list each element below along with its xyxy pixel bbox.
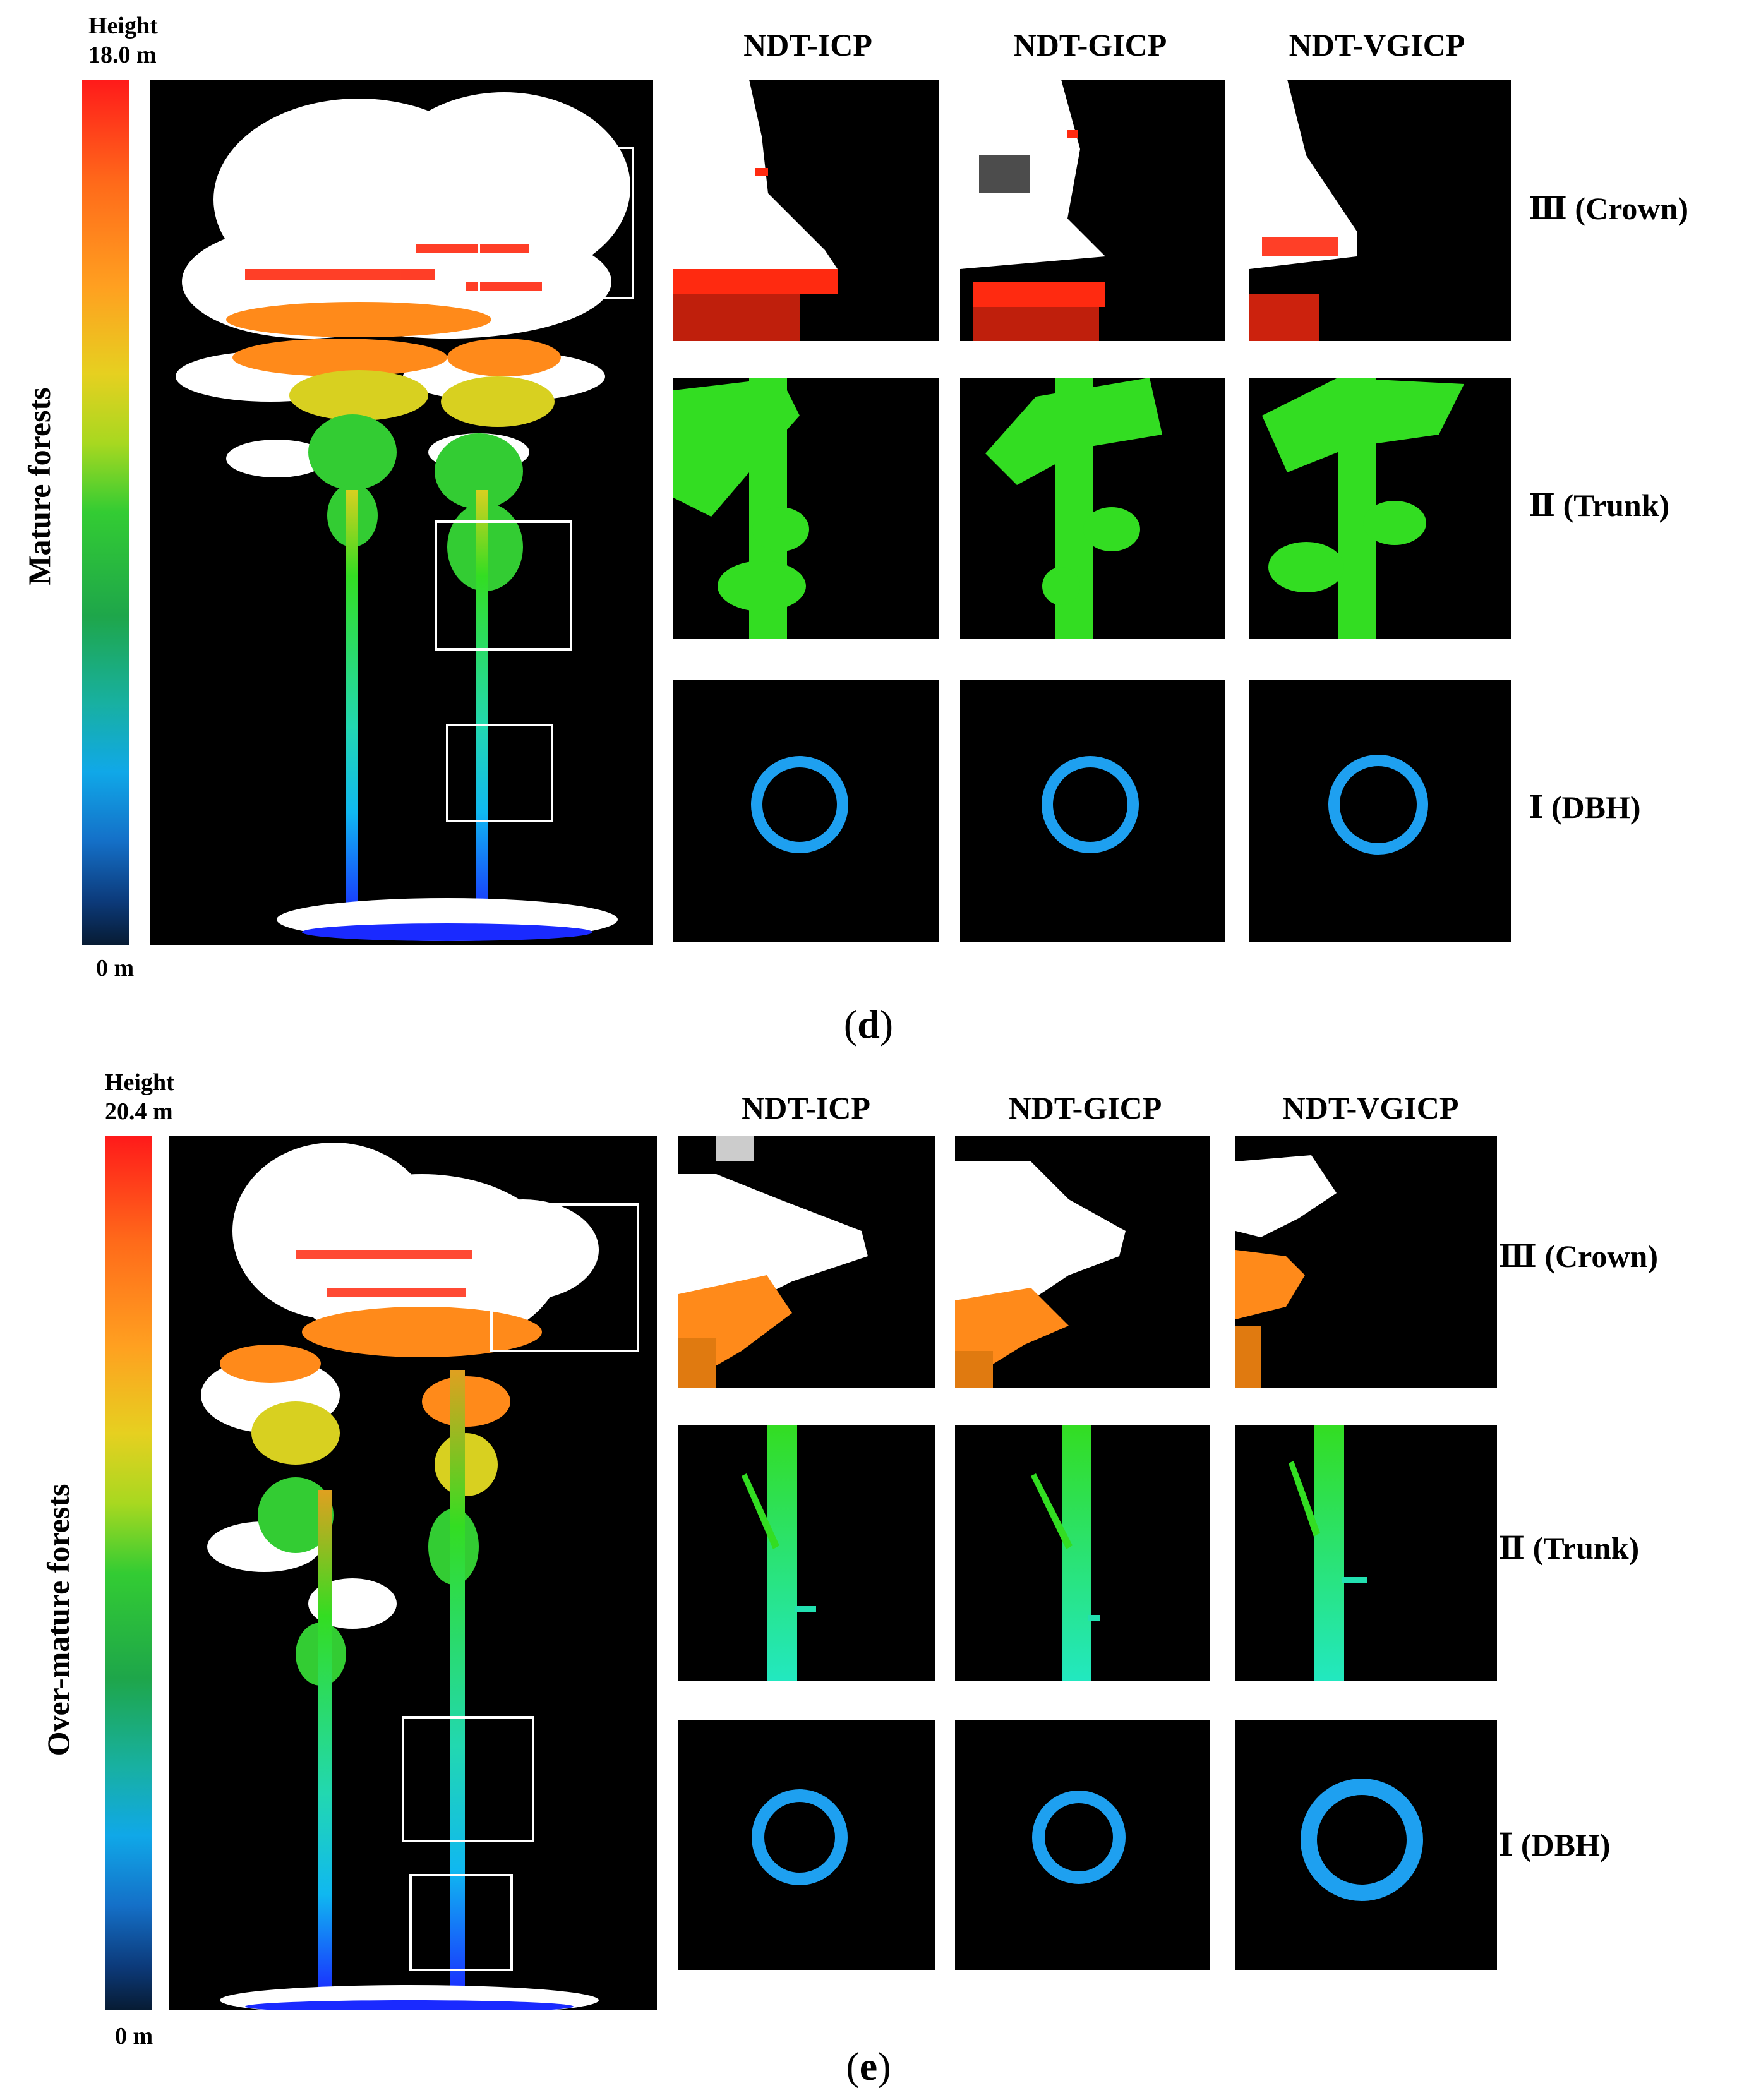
panel-side-title: Over-mature forests: [40, 1484, 76, 1756]
trunk-thumbnail-ndt-icp: [673, 378, 939, 639]
roi-boxes: [435, 147, 634, 822]
dbh-thumbnail-ndt-vgicp: [1235, 1720, 1497, 1970]
branch-green-points: [308, 414, 523, 591]
ground-points: [220, 1985, 599, 2010]
panel-e: Height 20.4 m 0 m Over-mature forests: [0, 1052, 1737, 2100]
crown-orange-points: [220, 1307, 542, 1427]
dbh-thumbnail-ndt-gicp: [960, 680, 1225, 942]
panel-caption: (d): [843, 1002, 894, 1047]
colorbar-max-label: 20.4 m: [105, 1098, 173, 1125]
ground-points: [277, 898, 618, 941]
main-point-cloud-view: [169, 1136, 657, 2010]
crown-red-points: [296, 1250, 472, 1297]
row-label-dbh: Ⅰ (DBH): [1498, 1827, 1611, 1863]
panel-caption: (e): [846, 2044, 891, 2089]
trunk-left: [346, 490, 358, 920]
colorbar-min-label: 0 m: [115, 2023, 153, 2049]
column-header-ndt-icp: NDT-ICP: [742, 1090, 870, 1125]
row-label-dbh: Ⅰ (DBH): [1529, 789, 1641, 825]
row-label-crown: Ⅲ (Crown): [1498, 1239, 1659, 1274]
crown-thumbnail-ndt-gicp: [955, 1136, 1210, 1388]
column-header-ndt-vgicp: NDT-VGICP: [1289, 27, 1465, 63]
trunk-thumbnail-ndt-gicp: [955, 1425, 1210, 1681]
dbh-thumbnail-ndt-vgicp: [1249, 680, 1511, 942]
dbh-thumbnail-ndt-icp: [678, 1720, 935, 1970]
dbh-thumbnail-ndt-icp: [673, 680, 939, 942]
crown-thumbnail-ndt-vgicp: [1249, 80, 1511, 341]
crown-thumbnail-ndt-icp: [673, 80, 939, 341]
row-label-crown: Ⅲ (Crown): [1529, 191, 1689, 226]
height-colorbar: [82, 80, 129, 945]
row-label-trunk: Ⅱ (Trunk): [1529, 488, 1670, 523]
trunk-thumbnail-ndt-vgicp: [1235, 1425, 1497, 1681]
trunk-thumbnail-ndt-icp: [678, 1425, 935, 1681]
colorbar-min-label: 0 m: [96, 955, 135, 981]
trunk-right: [450, 1370, 465, 1995]
crown-red-points: [245, 244, 542, 291]
crown-yellow-points: [289, 370, 555, 427]
crown-orange-points: [226, 302, 561, 376]
roi-boxes: [402, 1203, 639, 1971]
trunk-thumbnail-ndt-gicp: [960, 378, 1225, 639]
colorbar-title: Height: [105, 1069, 174, 1096]
row-label-trunk: Ⅱ (Trunk): [1498, 1530, 1640, 1566]
column-header-ndt-gicp: NDT-GICP: [1008, 1090, 1162, 1125]
column-header-ndt-vgicp: NDT-VGICP: [1282, 1090, 1459, 1125]
column-header-ndt-gicp: NDT-GICP: [1013, 27, 1167, 63]
trunk-right: [476, 490, 488, 920]
canopy-points: [201, 1143, 599, 1629]
main-point-cloud-view: [150, 80, 653, 945]
colorbar-title: Height: [88, 13, 158, 39]
crown-thumbnail-ndt-gicp: [960, 80, 1225, 341]
trunk-left: [318, 1490, 332, 1995]
canopy-points: [176, 92, 630, 477]
height-colorbar: [105, 1136, 152, 2010]
dbh-thumbnail-ndt-gicp: [955, 1720, 1210, 1970]
colorbar-max-label: 18.0 m: [88, 42, 157, 68]
column-header-ndt-icp: NDT-ICP: [743, 27, 872, 63]
trunk-thumbnail-ndt-vgicp: [1249, 378, 1511, 639]
crown-thumbnail-ndt-icp: [678, 1136, 935, 1388]
panel-d: Height 18.0 m 0 m Mature forests: [0, 0, 1737, 1048]
crown-thumbnail-ndt-vgicp: [1235, 1136, 1497, 1388]
panel-side-title: Mature forests: [21, 387, 57, 585]
